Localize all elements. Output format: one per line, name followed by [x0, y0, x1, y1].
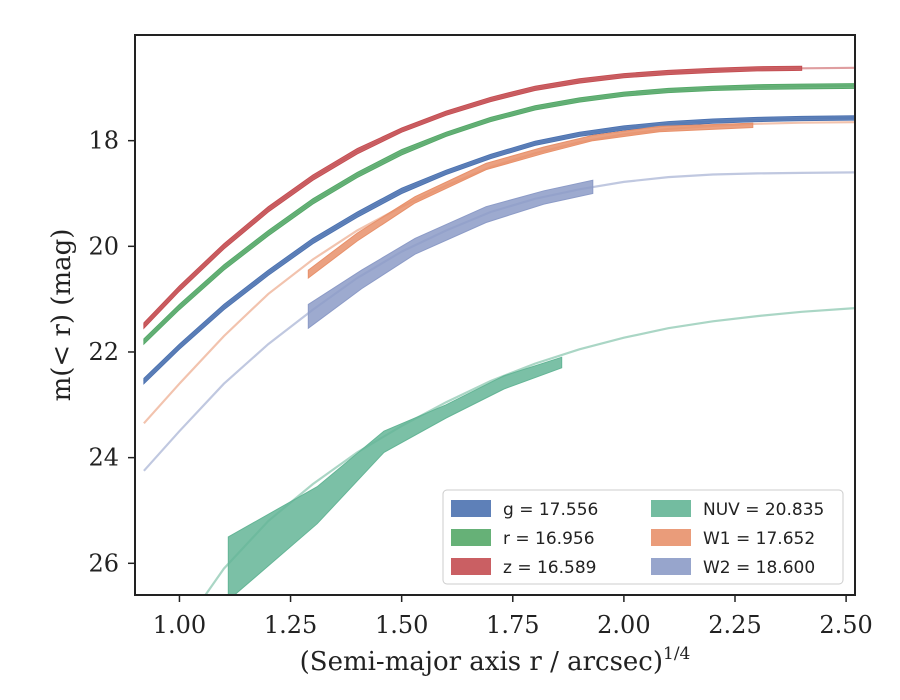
x-tick-label: 1.75 — [486, 611, 539, 639]
y-tick-label: 18 — [88, 127, 119, 155]
model-curve-nuv — [204, 307, 855, 595]
series-z — [143, 65, 855, 330]
y-tick-label: 24 — [88, 444, 119, 472]
y-tick-label: 20 — [88, 232, 119, 260]
legend-swatch-w2 — [651, 558, 691, 575]
series-g — [143, 115, 855, 385]
band-w2 — [307, 179, 594, 330]
y-axis-ticks: 18 20 22 24 26 — [88, 127, 135, 577]
x-axis-label-text: (Semi-major axis r / arcsec) — [300, 647, 663, 677]
series-w2 — [143, 171, 855, 472]
legend-swatch-w1 — [651, 529, 691, 546]
x-axis-label: (Semi-major axis r / arcsec)1/4 — [300, 644, 691, 677]
x-tick-label: 2.25 — [708, 611, 761, 639]
y-tick-label: 22 — [88, 338, 119, 366]
legend-label-r: r = 16.956 — [503, 529, 595, 549]
band-g — [143, 115, 855, 385]
x-axis-ticks: 1.00 1.25 1.50 1.75 2.00 2.25 2.50 — [153, 595, 873, 639]
series-layer — [143, 65, 855, 595]
x-axis-label-exponent: 1/4 — [663, 644, 690, 664]
legend-label-nuv: NUV = 20.835 — [703, 500, 824, 520]
legend-swatch-g — [451, 500, 491, 517]
legend-label-w1: W1 = 17.652 — [703, 529, 815, 549]
band-w1 — [307, 122, 754, 280]
band-z — [143, 65, 803, 330]
legend-label-z: z = 16.589 — [503, 558, 596, 578]
legend-swatch-nuv — [651, 500, 691, 517]
x-tick-label: 1.00 — [153, 611, 206, 639]
legend-label-w2: W2 = 18.600 — [703, 558, 815, 578]
y-axis-label: m(< r) (mag) — [47, 229, 77, 402]
plot-frame — [134, 34, 856, 596]
legend-box — [442, 489, 844, 585]
series-nuv — [204, 307, 855, 595]
legend: g = 17.556 r = 16.956 z = 16.589 NUV = 20.8… — [442, 489, 844, 585]
series-w1 — [143, 121, 855, 425]
x-tick-label: 2.50 — [819, 611, 872, 639]
band-r — [143, 83, 855, 346]
legend-swatch-z — [451, 558, 491, 575]
legend-label-g: g = 17.556 — [503, 500, 598, 520]
x-tick-label: 1.25 — [264, 611, 317, 639]
legend-swatch-r — [451, 529, 491, 546]
y-tick-label: 26 — [88, 549, 119, 577]
band-nuv — [227, 356, 563, 595]
series-r — [143, 83, 855, 346]
x-tick-label: 1.50 — [375, 611, 428, 639]
x-tick-label: 2.00 — [597, 611, 650, 639]
